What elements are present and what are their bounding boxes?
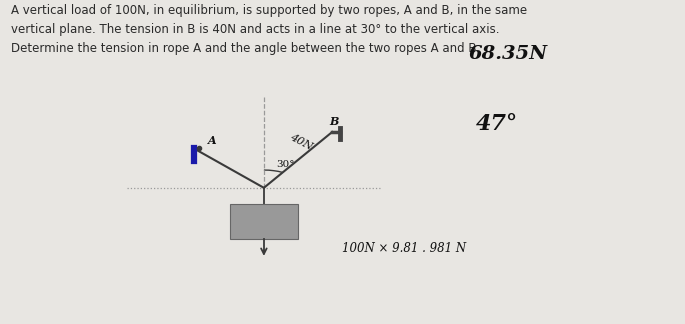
Text: 40N: 40N bbox=[288, 132, 314, 152]
Text: 68.35N: 68.35N bbox=[469, 45, 548, 63]
Bar bbox=[229, 204, 298, 239]
Text: B: B bbox=[329, 116, 338, 127]
Text: A: A bbox=[208, 135, 216, 146]
Text: 47°: 47° bbox=[476, 113, 518, 135]
Text: A vertical load of 100N, in equilibrium, is supported by two ropes, A and B, in : A vertical load of 100N, in equilibrium,… bbox=[11, 4, 527, 55]
Text: 100N × 9.81 . 981 N: 100N × 9.81 . 981 N bbox=[342, 242, 466, 255]
Text: 30°: 30° bbox=[276, 160, 295, 169]
